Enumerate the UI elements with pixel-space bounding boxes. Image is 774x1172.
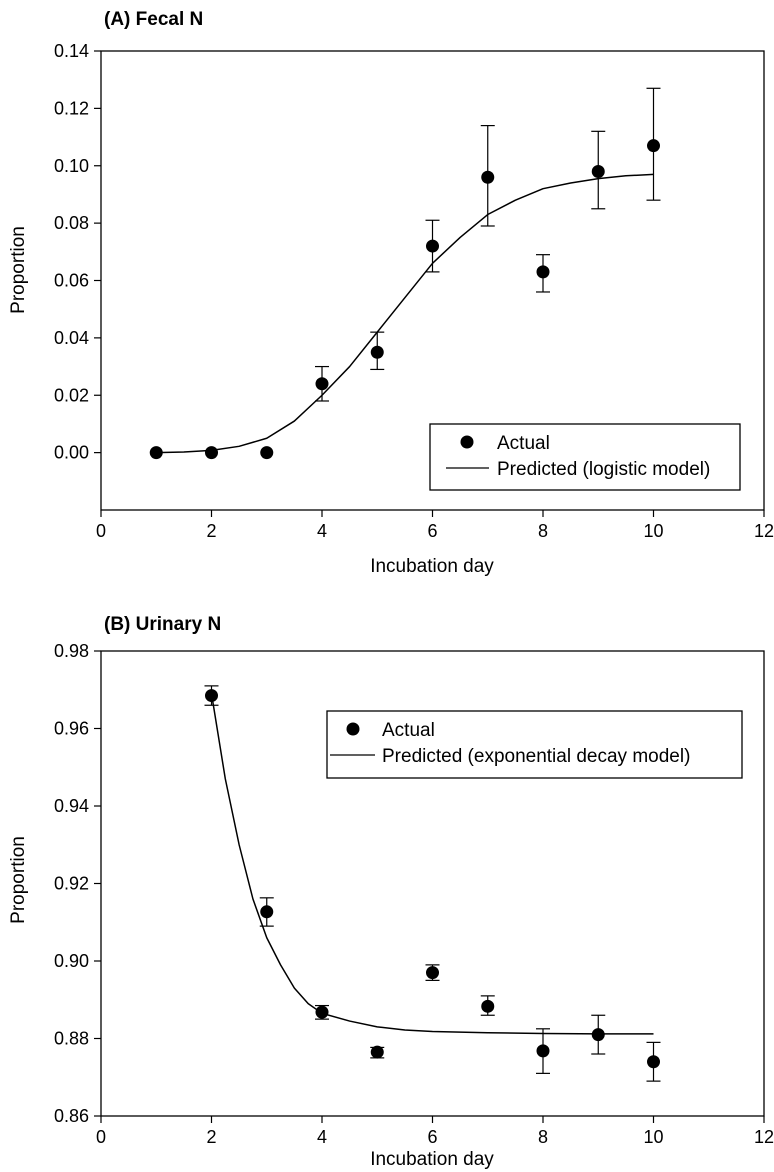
y-axis-title-urinary: Proportion <box>8 836 29 924</box>
chart-title-urinary: (B) Urinary N <box>104 614 221 635</box>
data-point-actual-fecal <box>481 170 495 184</box>
x-axis-title-urinary: Incubation day <box>370 1149 494 1170</box>
y-tick-label-urinary: 0.98 <box>54 641 89 661</box>
x-tick-label-fecal: 12 <box>754 521 774 541</box>
data-point-actual-urinary <box>205 689 218 703</box>
axes-fecal: 0 2 4 6 8 10 12 0.00 0.02 0.04 0.06 0.08 0.10 0.12 0.1… <box>54 41 774 541</box>
data-point-actual-fecal <box>591 164 605 178</box>
y-tick-label-fecal: 0.12 <box>54 98 89 118</box>
x-tick-label-urinary: 6 <box>427 1127 437 1147</box>
data-point-actual-urinary <box>536 1044 550 1058</box>
legend-label-predicted-urinary: Predicted (exponential decay model) <box>382 746 690 767</box>
data-point-actual-fecal <box>260 446 274 460</box>
data-point-actual-fecal <box>370 345 384 359</box>
panel-fecal-n: (A) Fecal N 0 2 4 6 8 10 12 0.00 0.02 0.04 0.06 0.0… <box>8 9 774 577</box>
x-tick-label-fecal: 0 <box>96 521 106 541</box>
x-tick-label-fecal: 10 <box>643 521 663 541</box>
data-point-actual-fecal <box>315 377 329 391</box>
x-tick-label-urinary: 8 <box>538 1127 548 1147</box>
legend-frame-fecal <box>429 423 741 491</box>
panel-urinary-n: (B) Urinary N 0 2 4 6 8 10 120.860.880.900.920… <box>8 614 774 1170</box>
x-tick-label-urinary: 0 <box>96 1127 106 1147</box>
data-point-actual-fecal <box>205 446 218 460</box>
y-tick-label-fecal: 0.02 <box>54 385 89 405</box>
data-point-actual-urinary <box>315 1005 329 1019</box>
legend-marker-actual-urinary <box>346 722 360 736</box>
data-point-actual-urinary <box>591 1028 605 1042</box>
y-tick-label-urinary: 0.96 <box>54 719 89 739</box>
legend-fecal: Actual Predicted (logistic model) <box>429 423 741 491</box>
axes-urinary: 0 2 4 6 8 10 12 0.86 0.88 0.90 0.92 0.94 0.96 0.98 <box>54 641 774 1147</box>
y-tick-label-fecal: 0.06 <box>54 271 89 291</box>
y-tick-label-fecal: 0.14 <box>54 41 89 61</box>
data-point-actual-urinary <box>370 1045 384 1059</box>
y-axis-title-fecal: Proportion <box>8 226 29 314</box>
x-tick-label-fecal: 4 <box>317 521 327 541</box>
marks-urinary <box>204 685 661 1082</box>
data-point-actual-urinary <box>481 999 495 1013</box>
data-point-actual-fecal <box>647 139 660 153</box>
marks-fecal <box>149 87 661 460</box>
y-tick-label-urinary: 0.90 <box>54 951 89 971</box>
legend-label-predicted-fecal: Predicted (logistic model) <box>497 459 710 480</box>
legend-urinary: Actual Predicted (exponential decay mode… <box>326 710 743 779</box>
x-tick-label-fecal: 6 <box>427 521 437 541</box>
x-tick-label-fecal: 2 <box>206 521 216 541</box>
legend-marker-actual-fecal <box>460 435 474 449</box>
y-tick-label-fecal: 0.04 <box>54 328 89 348</box>
y-tick-label-urinary: 0.88 <box>54 1029 89 1049</box>
x-tick-label-urinary: 4 <box>317 1127 327 1147</box>
x-tick-label-fecal: 8 <box>538 521 548 541</box>
data-point-actual-urinary <box>426 966 439 980</box>
chart-title-fecal: (A) Fecal N <box>104 9 203 30</box>
x-tick-label-urinary: 12 <box>754 1127 774 1147</box>
predicted-curve-fecal <box>156 173 654 454</box>
data-point-actual-fecal <box>536 265 550 279</box>
x-axis-title-fecal: Incubation day <box>370 556 494 577</box>
data-point-actual-urinary <box>260 905 274 919</box>
x-tick-label-urinary: 2 <box>206 1127 216 1147</box>
y-tick-label-fecal: 0.10 <box>54 156 89 176</box>
data-point-actual-fecal <box>426 239 439 253</box>
y-tick-label-fecal: 0.08 <box>54 213 89 233</box>
y-tick-label-fecal: 0.00 <box>54 443 89 463</box>
data-point-actual-urinary <box>647 1055 660 1069</box>
legend-label-actual-fecal: Actual <box>497 433 550 454</box>
y-tick-label-urinary: 0.94 <box>54 796 89 816</box>
legend-label-actual-urinary: Actual <box>382 720 435 741</box>
legend-frame-urinary <box>326 710 743 779</box>
data-point-actual-fecal <box>149 446 163 460</box>
x-tick-label-urinary: 10 <box>643 1127 663 1147</box>
y-tick-label-urinary: 0.86 <box>54 1106 89 1126</box>
y-tick-label-urinary: 0.92 <box>54 874 89 894</box>
